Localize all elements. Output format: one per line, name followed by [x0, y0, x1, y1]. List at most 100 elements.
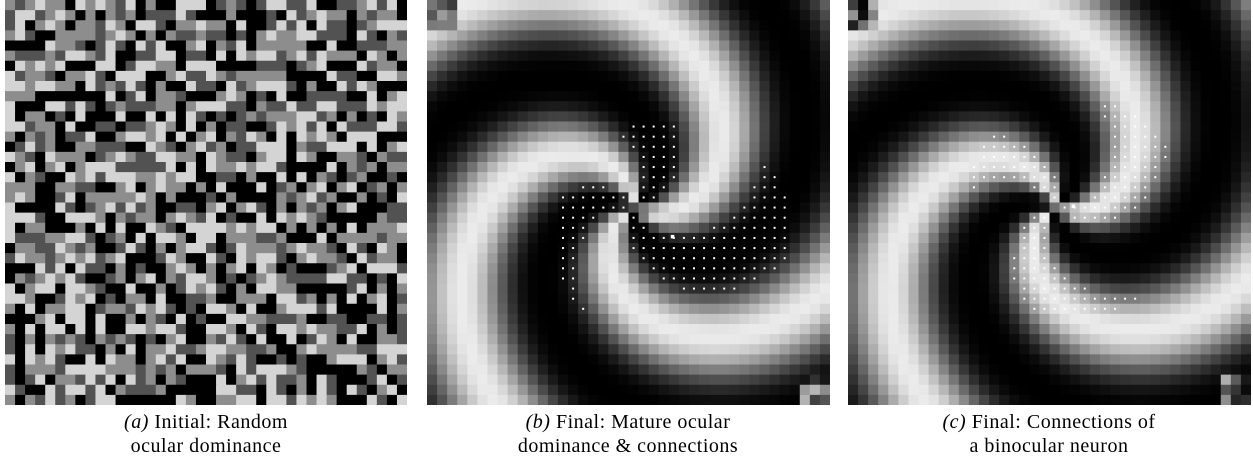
pixel	[427, 0, 438, 11]
pixel	[467, 111, 478, 122]
pixel	[266, 354, 277, 365]
pixel	[969, 314, 980, 325]
pixel	[146, 0, 157, 11]
pixel	[689, 223, 700, 234]
pixel	[1221, 142, 1232, 153]
pixel	[919, 41, 930, 52]
pixel	[276, 162, 287, 173]
pixel	[780, 30, 791, 41]
pixel	[999, 324, 1010, 335]
pixel	[1019, 375, 1030, 386]
pixel	[95, 61, 106, 72]
connection-dot	[1114, 115, 1116, 117]
pixel	[1180, 172, 1191, 183]
pixel	[508, 213, 519, 224]
pixel	[1201, 284, 1212, 295]
pixel	[528, 223, 539, 234]
pixel	[629, 365, 640, 376]
pixel	[327, 213, 338, 224]
connection-dot	[643, 176, 645, 178]
pixel	[317, 71, 328, 82]
pixel	[548, 172, 559, 183]
pixel	[146, 304, 157, 315]
pixel	[908, 375, 919, 386]
pixel	[800, 142, 811, 153]
pixel	[1170, 273, 1181, 284]
pixel	[780, 395, 791, 405]
pixel	[1231, 142, 1242, 153]
pixel	[848, 122, 859, 133]
pixel	[780, 354, 791, 365]
pixel	[196, 91, 207, 102]
pixel	[156, 203, 167, 214]
pixel	[1009, 30, 1020, 41]
pixel	[1191, 0, 1202, 11]
pixel	[116, 213, 127, 224]
pixel	[317, 263, 328, 274]
pixel	[477, 71, 488, 82]
pixel	[246, 152, 257, 163]
pixel	[477, 273, 488, 284]
pixel	[136, 0, 147, 11]
pixel	[216, 20, 227, 31]
pixel	[919, 263, 930, 274]
pixel	[528, 111, 539, 122]
pixel	[467, 91, 478, 102]
pixel	[347, 284, 358, 295]
pixel	[669, 385, 680, 396]
pixel	[820, 365, 830, 376]
pixel	[447, 192, 458, 203]
pixel	[979, 344, 990, 355]
pixel	[659, 51, 670, 62]
pixel	[719, 51, 730, 62]
pixel	[729, 304, 740, 315]
pixel	[1120, 61, 1131, 72]
pixel	[639, 71, 650, 82]
pixel	[387, 395, 398, 405]
pixel	[387, 152, 398, 163]
pixel	[800, 253, 811, 264]
pixel	[709, 30, 720, 41]
pixel	[790, 101, 801, 112]
pixel	[929, 365, 940, 376]
pixel	[1160, 10, 1171, 21]
pixel	[878, 203, 889, 214]
pixel	[286, 334, 297, 345]
pixel	[1009, 81, 1020, 92]
pixel	[317, 324, 328, 335]
pixel	[528, 152, 539, 163]
pixel	[15, 81, 26, 92]
pixel	[487, 294, 498, 305]
pixel	[467, 152, 478, 163]
pixel	[45, 375, 56, 386]
pixel	[780, 0, 791, 11]
pixel	[770, 294, 781, 305]
pixel	[437, 61, 448, 72]
pixel	[146, 41, 157, 52]
pixel	[216, 41, 227, 52]
pixel	[888, 233, 899, 244]
pixel	[186, 61, 197, 72]
pixel	[1120, 324, 1131, 335]
pixel	[377, 61, 388, 72]
pixel	[659, 192, 670, 203]
pixel	[498, 243, 509, 254]
pixel	[709, 10, 720, 21]
pixel	[898, 132, 909, 143]
pixel	[216, 162, 227, 173]
pixel	[598, 253, 609, 264]
pixel	[729, 61, 740, 72]
pixel	[820, 304, 830, 315]
pixel	[979, 233, 990, 244]
pixel	[1241, 30, 1251, 41]
pixel	[919, 324, 930, 335]
connection-dot	[713, 277, 715, 279]
pixel	[1150, 324, 1161, 335]
pixel	[770, 395, 781, 405]
pixel	[608, 395, 619, 405]
pixel	[548, 213, 559, 224]
pixel	[1039, 0, 1050, 11]
pixel	[810, 284, 821, 295]
pixel	[588, 81, 599, 92]
pixel	[929, 142, 940, 153]
